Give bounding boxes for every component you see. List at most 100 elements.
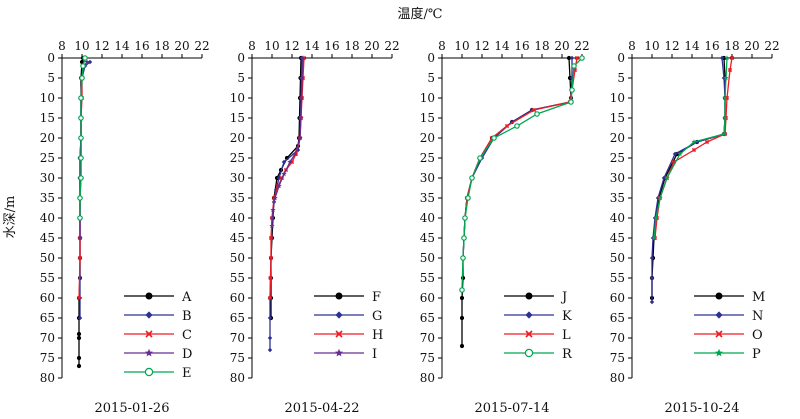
y-tick-label: 15 [40,111,55,125]
legend-marker [335,348,343,357]
data-point [299,75,305,81]
data-point [268,275,273,281]
y-tick-label: 75 [40,351,55,365]
data-point [79,75,85,81]
data-point [281,159,287,165]
legend-marker [524,348,534,358]
y-tick-label: 60 [610,291,625,305]
y-tick-label: 5 [427,71,435,85]
x-tick-label: 8 [628,39,636,53]
y-tick-label: 35 [420,191,435,205]
data-point [76,295,82,301]
data-point [691,139,697,145]
data-point [727,67,733,73]
x-tick-label: 16 [324,39,339,53]
y-tick-label: 60 [420,291,435,305]
legend-label: M [752,290,765,305]
data-point [295,147,301,153]
series-line [651,57,726,302]
series-N [649,55,728,305]
y-tick-label: 65 [610,311,625,325]
legend-marker [145,330,153,338]
data-point [460,255,466,261]
y-tick-label: 70 [40,331,55,345]
y-tick-label: 70 [230,331,245,345]
data-point [724,55,730,61]
x-tick-label: 8 [438,39,446,53]
data-point [722,95,728,101]
y-tick-label: 45 [420,231,435,245]
legend-label: I [372,347,377,362]
y-tick-label: 25 [230,151,245,165]
x-tick-label: 10 [74,39,89,53]
data-point [77,315,83,321]
x-tick-label: 16 [704,39,719,53]
legend-item-R: R [504,347,573,362]
legend-item-C: C [124,328,192,343]
data-point [569,55,575,61]
y-tick-label: 45 [230,231,245,245]
data-point [649,299,655,305]
data-point [531,107,537,113]
series-line [654,57,733,239]
data-point [78,155,84,161]
y-tick-label: 45 [610,231,625,245]
y-tick-label: 55 [420,271,435,285]
data-point [77,195,83,201]
x-tick-label: 10 [644,39,659,53]
series-I [269,55,306,229]
y-tick-label: 0 [237,51,245,65]
y-tick-label: 60 [40,291,55,305]
data-point [534,111,540,117]
x-tick-label: 14 [684,39,700,53]
data-point [300,55,306,61]
x-tick-label: 18 [724,39,739,53]
legend-label: C [182,328,192,343]
data-point [677,151,683,157]
data-point [465,195,471,201]
y-tick-label: 40 [610,211,625,225]
legend-marker [715,330,723,338]
legend-label: F [372,290,381,305]
y-tick-label: 25 [610,151,625,165]
legend-item-A: A [124,290,192,305]
data-point [76,363,82,369]
x-tick-label: 12 [474,39,489,53]
legend-marker [145,311,153,319]
x-tick-label: 20 [174,39,189,53]
x-tick-label: 22 [574,39,589,53]
y-tick-label: 40 [230,211,245,225]
data-point [77,255,83,261]
y-tick-label: 70 [420,331,435,345]
y-tick-label: 40 [420,211,435,225]
panel-2015-10-24: 8 10 12 14 16 18 20 22 0 5 10 15 20 25 30 35 40 45 50 55 60 6… [610,39,780,416]
panel-date-label: 2015-10-24 [665,401,740,416]
panel-2015-07-14: 8 10 12 14 16 18 20 22 0 5 10 15 20 25 30 35 40 45 50 55 60 6… [420,39,590,416]
legend-label: D [182,347,192,362]
data-point [459,343,465,349]
y-tick-label: 0 [47,51,55,65]
y-tick-label: 50 [610,251,625,265]
data-point [87,59,93,65]
x-tick-label: 18 [534,39,549,53]
y-tick-label: 55 [610,271,625,285]
legend-label: E [182,366,192,381]
y-tick-label: 35 [40,191,55,205]
y-tick-label: 55 [40,271,55,285]
legend-label: A [181,290,192,305]
x-tick-label: 22 [194,39,209,53]
y-tick-label: 45 [40,231,55,245]
y-tick-label: 75 [230,351,245,365]
y-tick-label: 65 [40,311,55,325]
y-tick-label: 0 [427,51,435,65]
legend-item-M: M [694,290,765,305]
y-tick-label: 35 [610,191,625,205]
y-tick-label: 40 [40,211,55,225]
series-line [653,57,728,239]
data-point [80,63,86,69]
y-tick-label: 15 [610,111,625,125]
data-point [267,335,273,341]
data-point [719,55,725,61]
data-point [268,235,274,241]
series-P [651,55,730,241]
